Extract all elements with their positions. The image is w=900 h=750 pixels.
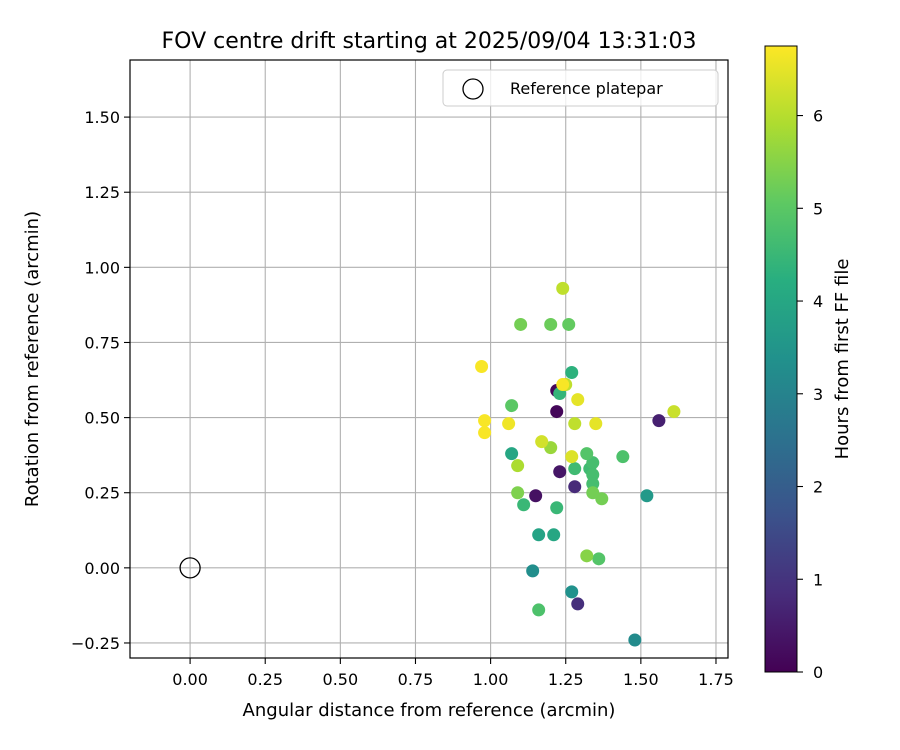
data-point (544, 317, 558, 331)
data-point (571, 597, 585, 611)
data-point (550, 405, 564, 419)
y-tick-label: −0.25 (71, 634, 120, 653)
y-tick-label: 0.50 (84, 409, 120, 428)
data-point (505, 399, 519, 413)
chart-title: FOV centre drift starting at 2025/09/04 … (162, 29, 697, 54)
data-point (565, 450, 579, 464)
data-point (586, 468, 600, 482)
data-point (667, 405, 681, 419)
data-point (586, 477, 600, 491)
y-tick-label: 0.25 (84, 484, 120, 503)
data-point (517, 498, 531, 512)
grid (130, 60, 728, 658)
data-point (535, 435, 549, 449)
data-point (532, 528, 546, 542)
colorbar-tick-label: 6 (813, 107, 823, 126)
y-tick-label: 0.75 (84, 333, 120, 352)
legend-box (442, 69, 719, 107)
x-tick-label: 0.00 (172, 670, 208, 689)
x-tick-label: 0.75 (398, 670, 434, 689)
data-point (565, 366, 579, 380)
data-point (532, 603, 546, 617)
x-tick-label: 1.50 (623, 670, 659, 689)
y-tick-label: 1.25 (84, 183, 120, 202)
y-tick-label: 1.50 (84, 108, 120, 127)
plot-area: 0.00 0.25 0.50 0.75 1.00 1.25 1.50 1.75 −0.25 0.… (71, 59, 734, 689)
colorbar-tick-label: 1 (813, 570, 823, 589)
data-point (475, 360, 489, 374)
data-point (556, 378, 570, 392)
data-point (592, 552, 606, 566)
legend: Reference platepar (442, 69, 719, 107)
plot-frame (129, 59, 729, 659)
legend-marker (462, 78, 484, 100)
data-point (568, 417, 582, 431)
data-point (511, 486, 525, 500)
data-point (586, 486, 600, 500)
data-point (565, 585, 579, 599)
data-point (568, 480, 582, 494)
data-points (475, 281, 681, 647)
y-axis-label: Rotation from reference (arcmin) (22, 211, 43, 507)
reference-layer (179, 557, 201, 579)
x-tick-label: 0.50 (323, 670, 359, 689)
data-point (526, 564, 540, 578)
colorbar-tick-label: 2 (813, 478, 823, 497)
x-tick-label: 1.75 (698, 670, 734, 689)
colorbar-tick-label: 5 (813, 199, 823, 218)
x-tick-label: 1.25 (548, 670, 584, 689)
legend-label: Reference platepar (510, 79, 663, 98)
data-point (580, 549, 594, 563)
colorbar-gradient (764, 45, 798, 673)
reference-point (179, 557, 201, 579)
data-point (550, 501, 564, 515)
x-axis-label: Angular distance from reference (arcmin) (243, 700, 616, 721)
data-point (616, 450, 630, 464)
data-point (478, 414, 492, 428)
colorbar: 0 1 2 3 4 5 6 Hours from first FF file (764, 45, 853, 682)
data-point (478, 426, 492, 440)
x-tick-label: 1.00 (473, 670, 509, 689)
data-point (652, 414, 666, 428)
data-point (628, 633, 642, 647)
data-point (511, 459, 525, 473)
colorbar-tick-label: 3 (813, 385, 823, 404)
data-point (640, 489, 654, 503)
y-tick-label: 1.00 (84, 258, 120, 277)
data-point (514, 317, 528, 331)
colorbar-label: Hours from first FF file (832, 259, 853, 460)
y-axis-ticks: −0.25 0.00 0.25 0.50 0.75 1.00 1.25 1.50 (71, 108, 130, 653)
data-point (529, 489, 543, 503)
data-point (589, 417, 603, 431)
colorbar-ticks: 0 1 2 3 4 5 6 (797, 107, 823, 682)
data-point (505, 447, 519, 461)
data-point (568, 462, 582, 476)
data-point (547, 528, 561, 542)
y-tick-label: 0.00 (84, 559, 120, 578)
data-point (553, 465, 567, 479)
colorbar-tick-label: 0 (813, 663, 823, 682)
data-point (556, 281, 570, 295)
data-point (571, 393, 585, 407)
data-point (580, 447, 594, 461)
colorbar-tick-label: 4 (813, 292, 823, 311)
data-point (502, 417, 516, 431)
data-point (562, 317, 576, 331)
x-tick-label: 0.25 (247, 670, 283, 689)
x-axis-ticks: 0.00 0.25 0.50 0.75 1.00 1.25 1.50 1.75 (172, 658, 734, 689)
